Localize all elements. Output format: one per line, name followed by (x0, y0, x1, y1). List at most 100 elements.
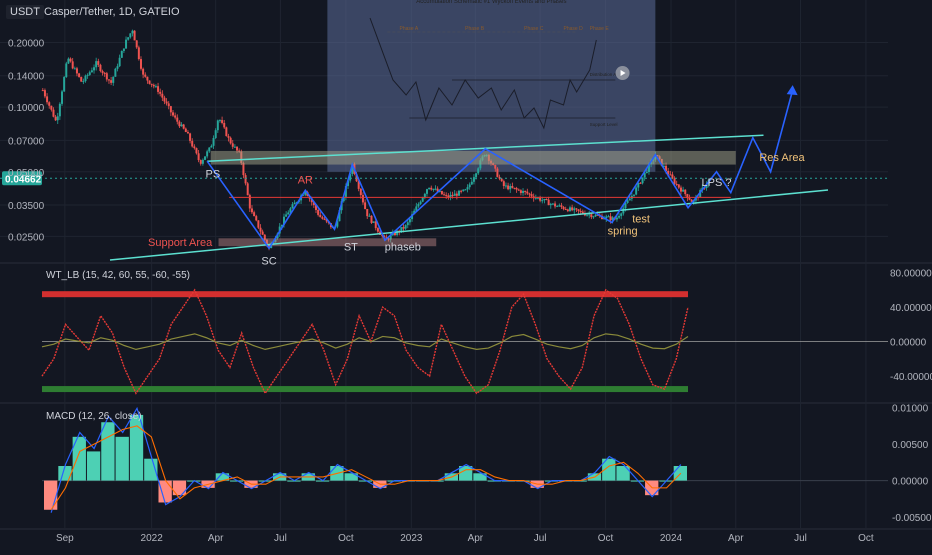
price-candle-body (255, 216, 258, 221)
price-candle-body (287, 212, 290, 215)
wt-tick-label: 0.00000 (890, 338, 927, 349)
price-candle-body (41, 90, 44, 92)
schematic-phase-label: Phase B (465, 26, 485, 32)
price-candle-body (624, 202, 627, 209)
price-candle-body (366, 208, 369, 217)
price-candle-body (197, 153, 200, 161)
price-candle-body (361, 195, 364, 203)
price-candle-body (189, 133, 192, 141)
time-tick-label: 2024 (660, 533, 683, 544)
price-candle-body (436, 188, 439, 192)
annotation-ps: PS (205, 169, 220, 181)
macd-tick-label: 0.00500 (892, 440, 929, 451)
schematic-phase-label: Phase D (564, 26, 584, 32)
price-candle-body (462, 189, 465, 191)
price-candle-body (315, 205, 317, 210)
macd-histogram-bar (115, 436, 129, 481)
price-candle-body (677, 184, 680, 188)
price-candle-body (596, 214, 599, 216)
price-candle-body (622, 208, 625, 214)
price-candle-body (498, 176, 501, 179)
macd-tick-label: -0.00500 (892, 513, 932, 524)
price-candle-body (396, 230, 399, 236)
price-candle-body (615, 217, 618, 220)
price-candle-body (472, 177, 475, 182)
price-candle-body (43, 90, 46, 97)
price-candle-body (389, 235, 392, 240)
price-candle-body (575, 208, 578, 210)
price-candle-body (408, 219, 411, 223)
price-candle-body (522, 190, 525, 193)
price-candle-body (526, 191, 529, 194)
price-candle-body (75, 68, 78, 74)
price-candle-body (159, 91, 162, 94)
schematic-phase-label: Phase A (400, 26, 419, 32)
price-candle-body (628, 198, 631, 201)
price-candle-body (524, 190, 527, 192)
price-candle-body (504, 185, 507, 187)
price-candle-body (662, 165, 665, 167)
price-candle-body (458, 190, 460, 196)
price-candle-body (517, 189, 520, 191)
price-candle-body (184, 128, 187, 133)
symbol-title: Casper/Tether, 1D, GATEIO (44, 6, 180, 18)
price-candle-body (637, 182, 640, 188)
price-candle-body (357, 181, 360, 189)
price-candle-body (455, 193, 458, 196)
price-candle-body (342, 196, 345, 202)
price-candle-body (443, 194, 446, 196)
price-candle-body (56, 116, 59, 121)
price-candle-body (227, 136, 230, 138)
price-candle-body (500, 178, 503, 182)
price-candle-body (289, 208, 292, 213)
price-candle-body (464, 189, 467, 191)
macd-histogram-bar (358, 480, 373, 482)
price-candle-body (669, 174, 672, 176)
price-candle-body (110, 80, 113, 83)
price-candle-body (434, 188, 437, 190)
wt-overbought-band (42, 291, 688, 298)
macd-indicator-title: MACD (12, 26, close) (46, 411, 142, 422)
price-candle-body (577, 209, 580, 212)
price-candle-body (291, 204, 294, 209)
price-candle-body (152, 84, 155, 87)
price-candle-body (82, 81, 85, 83)
price-candle-body (253, 212, 256, 217)
price-candle-body (112, 76, 115, 83)
price-candle-body (122, 48, 125, 51)
price-candle-body (242, 162, 245, 176)
price-candle-body (191, 140, 194, 147)
annotation-support-area: Support Area (148, 237, 213, 249)
price-candle-body (359, 188, 362, 196)
schematic-play-arrow-icon (620, 70, 626, 76)
price-candle-body (428, 187, 431, 190)
price-candle-body (558, 205, 561, 207)
macd-histogram-bar (72, 436, 86, 481)
price-candle-body (438, 191, 441, 193)
price-tick-label: 0.03500 (8, 201, 45, 212)
price-candle-body (204, 156, 207, 160)
price-candle-body (451, 194, 454, 196)
price-candle-body (421, 197, 424, 202)
price-candle-body (163, 97, 166, 102)
price-candle-body (686, 194, 689, 199)
price-candle-body (349, 173, 352, 181)
price-candle-body (404, 225, 407, 229)
price-candle-body (355, 173, 358, 182)
price-candle-body (146, 76, 149, 81)
price-candle-body (494, 164, 497, 169)
price-candle-body (221, 120, 224, 123)
annotation-st: ST (344, 241, 358, 253)
price-candle-body (172, 112, 174, 116)
currency-badge[interactable]: USDT (6, 5, 44, 19)
price-candle-body (554, 203, 557, 207)
price-candle-body (293, 202, 296, 205)
price-candle-body (90, 70, 93, 73)
price-candle-body (103, 72, 106, 74)
price-tick-label: 0.05000 (8, 168, 45, 179)
price-candle-body (150, 83, 153, 85)
annotation-test: test (632, 214, 650, 226)
price-candle-body (161, 93, 164, 98)
price-candle-body (513, 187, 516, 189)
